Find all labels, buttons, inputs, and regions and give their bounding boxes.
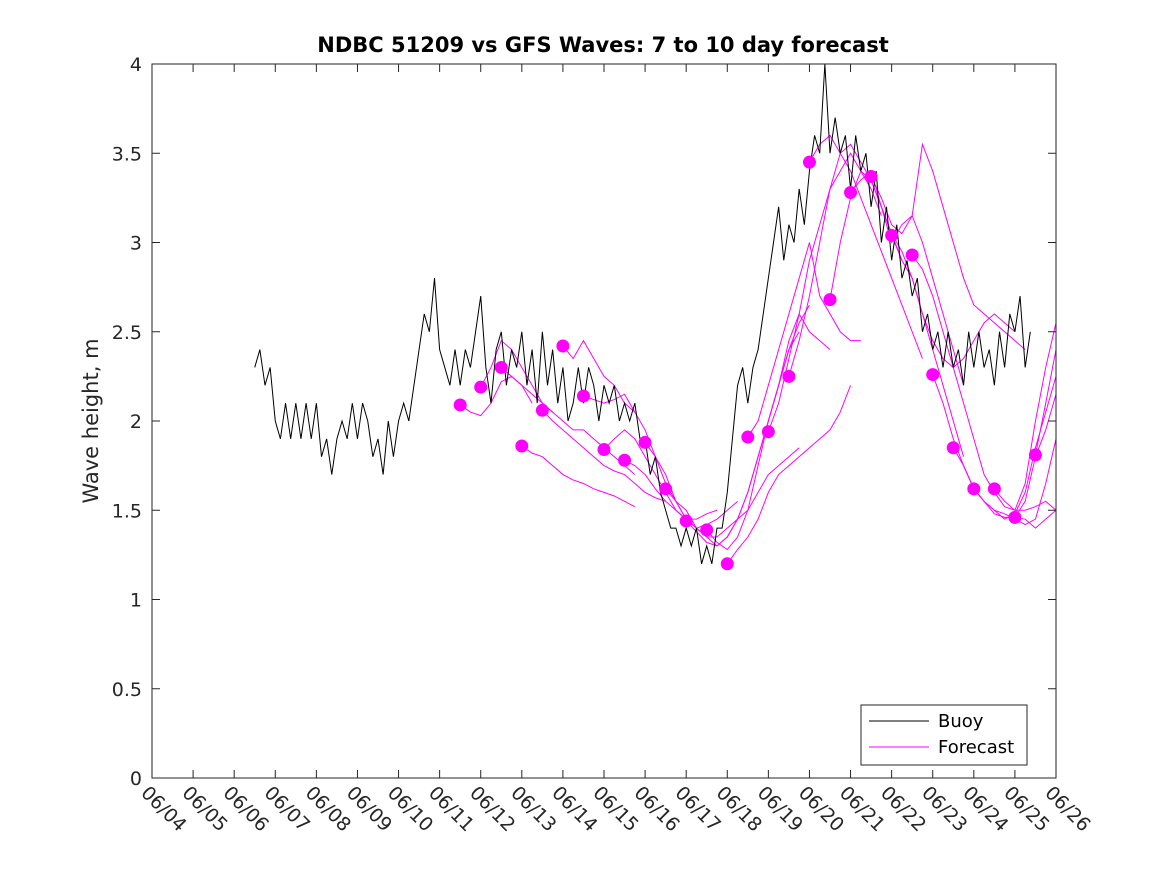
x-tick-label: 06/07 (260, 782, 314, 836)
forecast-point (1028, 448, 1042, 462)
forecast-point (761, 425, 775, 439)
x-tick-label: 06/20 (794, 782, 848, 836)
forecast-point (576, 389, 590, 403)
x-tick-label: 06/13 (506, 782, 560, 836)
y-tick-label: 3 (130, 233, 142, 255)
legend-buoy-label: Buoy (938, 711, 984, 732)
y-tick-label: 2.5 (112, 322, 142, 344)
forecast-point (453, 398, 467, 412)
forecast-point (823, 293, 837, 307)
forecast-point (864, 169, 878, 183)
forecast-line (726, 385, 852, 565)
forecast-points (453, 155, 1042, 571)
forecast-line (911, 254, 1057, 511)
forecast-line (500, 367, 636, 475)
y-tick-label: 4 (130, 54, 142, 76)
forecast-line (993, 488, 1057, 511)
x-tick-label: 06/10 (383, 782, 437, 836)
x-tick-label: 06/05 (178, 782, 232, 836)
forecast-line (706, 312, 831, 551)
forecast-point (987, 482, 1001, 496)
forecast-point (802, 155, 816, 169)
x-tick-label: 06/25 (999, 782, 1053, 836)
forecast-point (494, 360, 508, 374)
forecast-point (618, 453, 632, 467)
forecast-point (720, 557, 734, 571)
x-tick-label: 06/22 (876, 782, 930, 836)
x-tick-label: 06/04 (136, 782, 190, 836)
forecast-line (624, 459, 738, 529)
forecast-line (562, 339, 636, 413)
forecast-point (515, 439, 529, 453)
x-tick-label: 06/06 (219, 782, 273, 836)
y-axis: 0 0.5 1 1.5 2 2.5 3 3.5 4 (112, 54, 1056, 790)
legend-box (860, 704, 1028, 766)
forecast-point (782, 369, 796, 383)
legend: Buoy Forecast (860, 704, 1028, 766)
y-tick-label: 2 (130, 411, 142, 433)
forecast-line (685, 304, 810, 547)
x-tick-label: 06/16 (630, 782, 684, 836)
y-tick-label: 0 (130, 768, 142, 790)
y-axis-label: Wave height, m (79, 338, 103, 503)
x-tick-label: 06/08 (301, 782, 355, 836)
x-tick-label: 06/21 (835, 782, 889, 836)
forecast-line (952, 438, 1057, 526)
x-tick-label: 06/26 (1040, 782, 1094, 836)
forecast-point (741, 430, 755, 444)
x-tick-label: 06/19 (753, 782, 807, 836)
x-tick-label: 06/15 (588, 782, 642, 836)
chart-title: NDBC 51209 vs GFS Waves: 7 to 10 day for… (317, 33, 888, 57)
forecast-point (1008, 510, 1022, 524)
x-tick-label: 06/24 (958, 782, 1012, 836)
forecast-point (659, 482, 673, 496)
forecast-line (747, 242, 861, 438)
forecast-point (535, 403, 549, 417)
x-tick-label: 06/23 (917, 782, 971, 836)
forecast-point (474, 380, 488, 394)
x-tick-label: 06/12 (465, 782, 519, 836)
y-tick-label: 0.5 (112, 679, 142, 701)
y-tick-label: 1.5 (112, 500, 142, 522)
forecast-line (767, 152, 882, 432)
plot-area (152, 64, 1056, 778)
forecast-point (638, 435, 652, 449)
x-tick-label: 06/11 (424, 782, 478, 836)
forecast-point (885, 228, 899, 242)
forecast-point (679, 514, 693, 528)
forecast-line (480, 339, 553, 413)
forecast-point (946, 441, 960, 455)
forecast-point (905, 248, 919, 262)
x-tick-label: 06/17 (671, 782, 725, 836)
forecast-line (603, 429, 718, 520)
x-tick-label: 06/14 (547, 782, 601, 836)
y-tick-label: 3.5 (112, 143, 142, 165)
forecast-point (700, 523, 714, 537)
forecast-line (521, 445, 636, 508)
forecast-line (1034, 349, 1057, 456)
forecast-point (597, 443, 611, 457)
forecast-line (541, 409, 666, 502)
forecast-point (926, 368, 940, 382)
forecast-point (844, 186, 858, 200)
legend-forecast-label: Forecast (938, 737, 1014, 758)
forecast-line (809, 134, 923, 359)
forecast-point (967, 482, 981, 496)
x-tick-label: 06/09 (342, 782, 396, 836)
forecast-point (556, 339, 570, 353)
y-tick-label: 1 (130, 590, 142, 612)
x-tick-label: 06/18 (712, 782, 766, 836)
